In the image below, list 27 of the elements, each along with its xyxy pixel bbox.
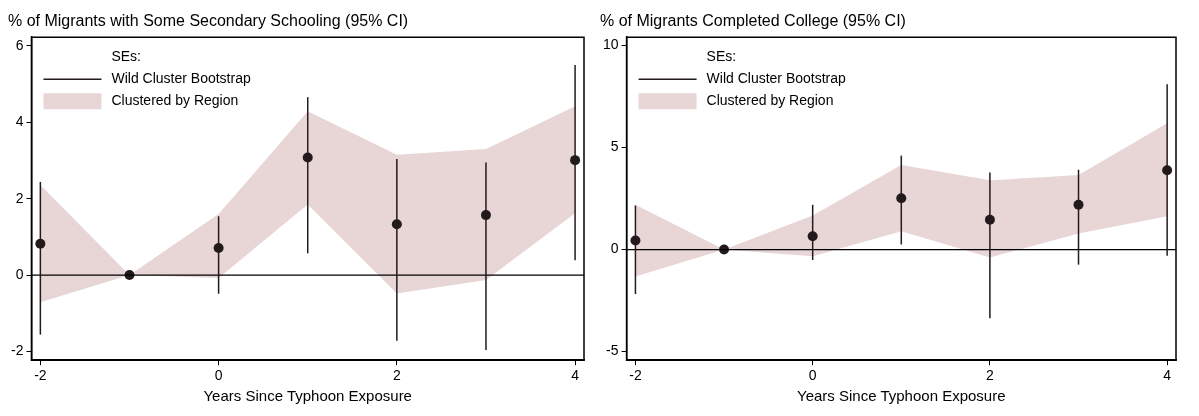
x-tick-label: -2 (34, 367, 47, 384)
x-tick-label: -2 (629, 367, 642, 384)
y-tick-label: 10 (602, 36, 619, 53)
legend-label: Wild Cluster Bootstrap (706, 70, 847, 87)
y-tick-label: -5 (606, 342, 619, 359)
legend-label: Clustered by Region (111, 92, 239, 109)
legend-title: SEs: (706, 48, 737, 65)
legend-label: Wild Cluster Bootstrap (111, 70, 251, 87)
y-tick-label: 2 (15, 189, 24, 206)
chart-title: % of Migrants Completed College (95% CI) (600, 12, 906, 30)
x-axis-title: Years Since Typhoon Exposure (203, 387, 412, 405)
legend-label: Clustered by Region (706, 92, 834, 109)
x-tick-label: 0 (808, 367, 817, 384)
y-tick-label: 6 (15, 36, 24, 53)
y-tick-label: 4 (15, 113, 24, 130)
chart-title: % of Migrants with Some Secondary Schooling (95% CI) (8, 12, 409, 30)
x-tick-label: 4 (571, 367, 580, 384)
y-tick-label: 0 (15, 265, 24, 282)
x-tick-label: 2 (986, 367, 995, 384)
y-tick-label: 5 (610, 138, 619, 155)
legend-title: SEs: (111, 48, 142, 65)
x-tick-label: 4 (1163, 367, 1172, 384)
x-axis-title: Years Since Typhoon Exposure (797, 387, 1006, 405)
x-tick-label: 0 (214, 367, 223, 384)
y-tick-label: -2 (11, 342, 24, 359)
y-tick-label: 0 (610, 240, 619, 257)
x-tick-label: 2 (392, 367, 401, 384)
